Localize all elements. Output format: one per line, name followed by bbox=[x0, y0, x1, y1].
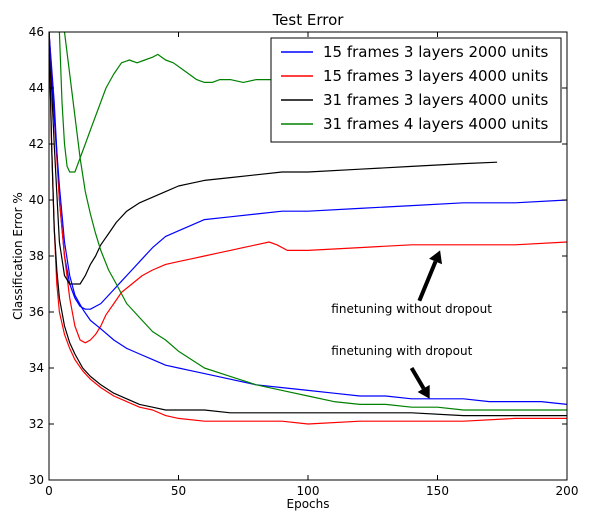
x-tick-label: 50 bbox=[171, 484, 186, 498]
legend-label: 15 frames 3 layers 4000 units bbox=[323, 67, 548, 85]
y-tick-label: 38 bbox=[29, 249, 44, 263]
y-axis-label: Classification Error % bbox=[11, 192, 25, 320]
series-line-1 bbox=[49, 32, 567, 310]
y-tick-label: 42 bbox=[29, 137, 44, 151]
legend: 15 frames 3 layers 2000 units 15 frames 3… bbox=[270, 37, 562, 143]
series-line-4 bbox=[58, 32, 283, 173]
series-line-5 bbox=[49, 32, 567, 405]
x-tick-label: 200 bbox=[556, 484, 579, 498]
annotation-layer: finetuning without dropout finetuning wit… bbox=[331, 250, 492, 399]
y-tick-label: 36 bbox=[29, 305, 44, 319]
legend-box bbox=[270, 37, 562, 143]
series-line-2 bbox=[49, 32, 567, 344]
x-axis-label: Epochs bbox=[287, 497, 330, 511]
annotation-arrowhead bbox=[417, 384, 430, 399]
annotation-text: finetuning without dropout bbox=[331, 302, 492, 316]
annotation-arrow bbox=[417, 260, 438, 302]
y-tick-label: 44 bbox=[29, 81, 44, 95]
series-line-7 bbox=[49, 32, 567, 417]
legend-label: 15 frames 3 layers 2000 units bbox=[323, 43, 548, 61]
x-tick-label: 0 bbox=[45, 484, 53, 498]
series-line-6 bbox=[49, 32, 567, 425]
series-line-8 bbox=[63, 32, 567, 411]
annotation-text: finetuning with dropout bbox=[331, 344, 472, 358]
legend-label: 31 frames 4 layers 4000 units bbox=[323, 115, 548, 133]
chart-title: Test Error bbox=[272, 11, 345, 29]
annotation-arrowhead bbox=[429, 250, 442, 265]
series-layer bbox=[49, 32, 567, 425]
tick-layer: 0 50 100 150 200 30 32 34 36 38 40 42 44 46 bbox=[29, 25, 579, 498]
y-tick-label: 34 bbox=[29, 361, 44, 375]
plot-area: finetuning without dropout finetuning wit… bbox=[29, 25, 579, 498]
x-tick-label: 150 bbox=[426, 484, 449, 498]
y-tick-label: 46 bbox=[29, 25, 44, 39]
x-tick-label: 100 bbox=[297, 484, 320, 498]
legend-label: 31 frames 3 layers 4000 units bbox=[323, 91, 548, 109]
y-tick-label: 40 bbox=[29, 193, 44, 207]
y-tick-label: 32 bbox=[29, 417, 44, 431]
y-tick-label: 30 bbox=[29, 473, 44, 487]
annotation-arrow bbox=[409, 366, 426, 390]
